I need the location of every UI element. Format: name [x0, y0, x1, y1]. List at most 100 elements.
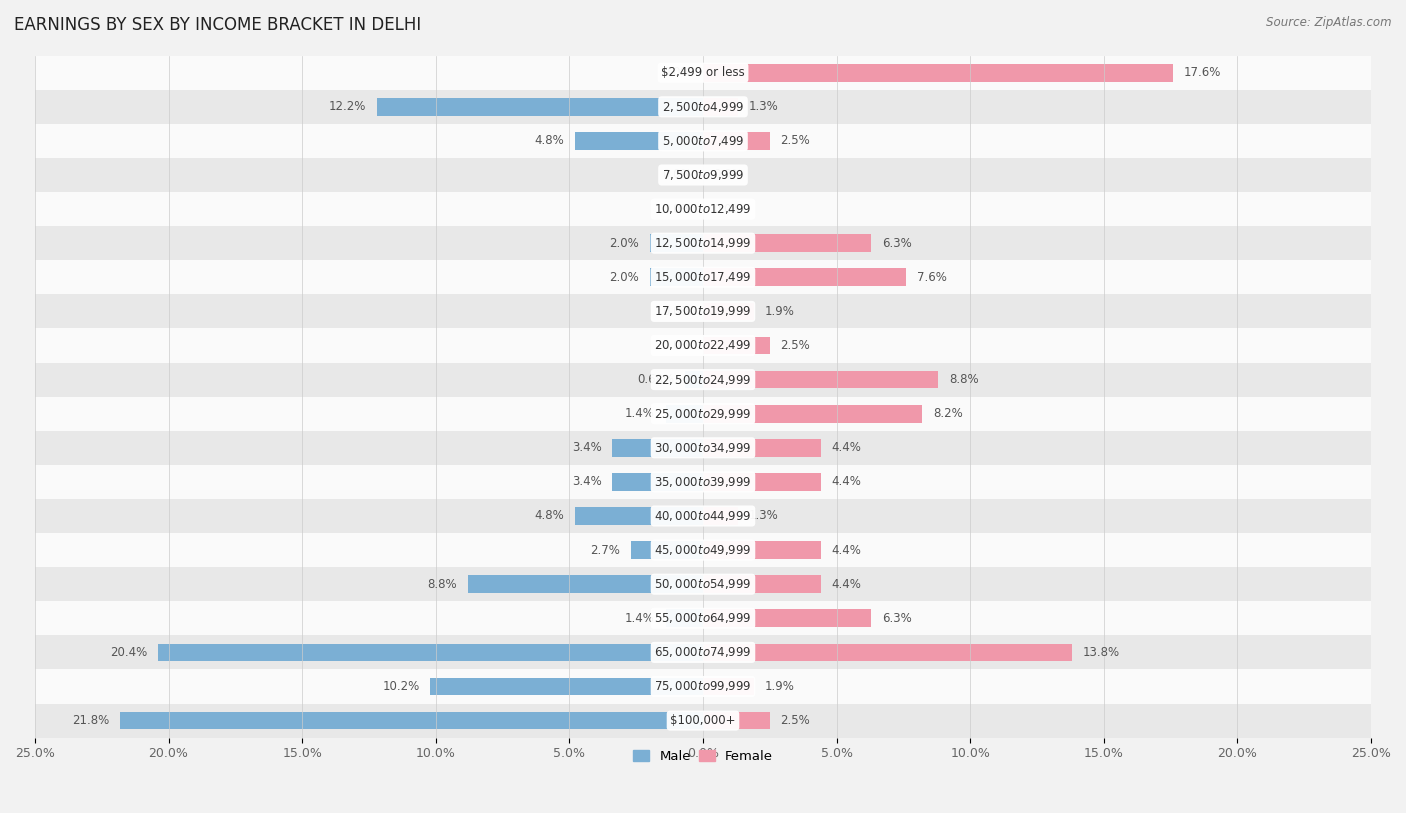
- Bar: [703, 302, 754, 320]
- Text: EARNINGS BY SEX BY INCOME BRACKET IN DELHI: EARNINGS BY SEX BY INCOME BRACKET IN DEL…: [14, 16, 422, 34]
- Text: 2.0%: 2.0%: [609, 271, 638, 284]
- Text: 1.4%: 1.4%: [626, 612, 655, 625]
- Text: 12.2%: 12.2%: [329, 100, 367, 113]
- Bar: [35, 192, 1371, 226]
- Text: $5,000 to $7,499: $5,000 to $7,499: [662, 134, 744, 148]
- Bar: [35, 533, 1371, 567]
- Text: 4.4%: 4.4%: [831, 441, 860, 454]
- Text: $55,000 to $64,999: $55,000 to $64,999: [654, 611, 752, 625]
- Bar: [665, 405, 703, 423]
- Bar: [35, 158, 1371, 192]
- Text: 0.0%: 0.0%: [714, 202, 744, 215]
- Bar: [703, 132, 770, 150]
- Text: 13.8%: 13.8%: [1083, 646, 1119, 659]
- Bar: [703, 644, 1071, 661]
- Text: 1.4%: 1.4%: [626, 407, 655, 420]
- Bar: [575, 132, 703, 150]
- Text: $7,500 to $9,999: $7,500 to $9,999: [662, 168, 744, 182]
- Bar: [703, 439, 821, 457]
- Text: $15,000 to $17,499: $15,000 to $17,499: [654, 270, 752, 285]
- Bar: [35, 363, 1371, 397]
- Text: 0.0%: 0.0%: [662, 305, 692, 318]
- Bar: [35, 567, 1371, 602]
- Text: Source: ZipAtlas.com: Source: ZipAtlas.com: [1267, 16, 1392, 29]
- Bar: [35, 669, 1371, 703]
- Text: 0.0%: 0.0%: [662, 339, 692, 352]
- Text: 0.68%: 0.68%: [637, 373, 673, 386]
- Text: $30,000 to $34,999: $30,000 to $34,999: [654, 441, 752, 454]
- Bar: [703, 541, 821, 559]
- Text: 20.4%: 20.4%: [110, 646, 148, 659]
- Text: 8.8%: 8.8%: [427, 578, 457, 591]
- Text: 21.8%: 21.8%: [73, 714, 110, 727]
- Text: $20,000 to $22,499: $20,000 to $22,499: [654, 338, 752, 353]
- Text: $2,499 or less: $2,499 or less: [661, 66, 745, 79]
- Bar: [35, 55, 1371, 89]
- Text: 6.3%: 6.3%: [882, 612, 911, 625]
- Bar: [703, 405, 922, 423]
- Bar: [35, 431, 1371, 465]
- Bar: [703, 610, 872, 627]
- Text: 8.2%: 8.2%: [932, 407, 963, 420]
- Bar: [665, 610, 703, 627]
- Text: 10.2%: 10.2%: [382, 680, 420, 693]
- Text: 8.8%: 8.8%: [949, 373, 979, 386]
- Text: 1.3%: 1.3%: [748, 100, 778, 113]
- Bar: [703, 371, 938, 389]
- Bar: [703, 268, 905, 286]
- Bar: [703, 711, 770, 729]
- Text: 2.5%: 2.5%: [780, 339, 810, 352]
- Legend: Male, Female: Male, Female: [627, 745, 779, 768]
- Bar: [703, 64, 1174, 81]
- Text: 2.5%: 2.5%: [780, 714, 810, 727]
- Bar: [430, 677, 703, 695]
- Bar: [575, 507, 703, 525]
- Bar: [35, 89, 1371, 124]
- Bar: [703, 98, 738, 115]
- Bar: [157, 644, 703, 661]
- Text: 0.0%: 0.0%: [662, 168, 692, 181]
- Text: 3.4%: 3.4%: [572, 476, 602, 489]
- Text: 3.4%: 3.4%: [572, 441, 602, 454]
- Text: 0.0%: 0.0%: [662, 202, 692, 215]
- Bar: [121, 711, 703, 729]
- Bar: [631, 541, 703, 559]
- Text: $75,000 to $99,999: $75,000 to $99,999: [654, 680, 752, 693]
- Text: 4.8%: 4.8%: [534, 134, 564, 147]
- Text: 2.5%: 2.5%: [780, 134, 810, 147]
- Bar: [703, 337, 770, 354]
- Bar: [468, 576, 703, 593]
- Text: $40,000 to $44,999: $40,000 to $44,999: [654, 509, 752, 523]
- Text: $10,000 to $12,499: $10,000 to $12,499: [654, 202, 752, 216]
- Text: $12,500 to $14,999: $12,500 to $14,999: [654, 237, 752, 250]
- Bar: [35, 226, 1371, 260]
- Text: 1.9%: 1.9%: [765, 680, 794, 693]
- Bar: [612, 473, 703, 491]
- Bar: [612, 439, 703, 457]
- Bar: [35, 124, 1371, 158]
- Text: 2.7%: 2.7%: [591, 544, 620, 557]
- Bar: [650, 268, 703, 286]
- Bar: [35, 499, 1371, 533]
- Bar: [377, 98, 703, 115]
- Text: 4.4%: 4.4%: [831, 578, 860, 591]
- Text: $17,500 to $19,999: $17,500 to $19,999: [654, 304, 752, 319]
- Text: 7.6%: 7.6%: [917, 271, 946, 284]
- Text: 1.9%: 1.9%: [765, 305, 794, 318]
- Bar: [35, 602, 1371, 635]
- Text: $35,000 to $39,999: $35,000 to $39,999: [654, 475, 752, 489]
- Bar: [35, 703, 1371, 737]
- Bar: [35, 328, 1371, 363]
- Text: 2.0%: 2.0%: [609, 237, 638, 250]
- Bar: [703, 473, 821, 491]
- Text: 4.8%: 4.8%: [534, 510, 564, 523]
- Bar: [35, 294, 1371, 328]
- Text: 0.0%: 0.0%: [714, 168, 744, 181]
- Bar: [35, 465, 1371, 499]
- Text: 0.0%: 0.0%: [662, 66, 692, 79]
- Text: $2,500 to $4,999: $2,500 to $4,999: [662, 100, 744, 114]
- Text: 4.4%: 4.4%: [831, 544, 860, 557]
- Bar: [703, 234, 872, 252]
- Bar: [703, 677, 754, 695]
- Bar: [650, 234, 703, 252]
